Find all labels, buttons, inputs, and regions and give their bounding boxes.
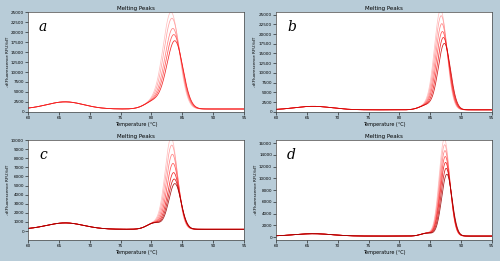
Text: c: c — [39, 148, 47, 162]
Text: d: d — [287, 148, 296, 162]
Title: Melting Peaks: Melting Peaks — [117, 134, 155, 139]
X-axis label: Temperature (°C): Temperature (°C) — [115, 122, 158, 127]
Y-axis label: -d(Fluorescence RFU)/dT: -d(Fluorescence RFU)/dT — [254, 165, 258, 215]
Title: Melting Peaks: Melting Peaks — [365, 5, 403, 10]
X-axis label: Temperature (°C): Temperature (°C) — [362, 122, 405, 127]
Y-axis label: -d(Fluorescence RFU)/dT: -d(Fluorescence RFU)/dT — [6, 37, 10, 87]
Title: Melting Peaks: Melting Peaks — [117, 5, 155, 10]
Title: Melting Peaks: Melting Peaks — [365, 134, 403, 139]
Text: a: a — [39, 20, 48, 34]
X-axis label: Temperature (°C): Temperature (°C) — [362, 251, 405, 256]
X-axis label: Temperature (°C): Temperature (°C) — [115, 251, 158, 256]
Y-axis label: -d(Fluorescence RFU)/dT: -d(Fluorescence RFU)/dT — [254, 37, 258, 87]
Text: b: b — [287, 20, 296, 34]
Y-axis label: -d(Fluorescence RFU)/dT: -d(Fluorescence RFU)/dT — [6, 165, 10, 215]
